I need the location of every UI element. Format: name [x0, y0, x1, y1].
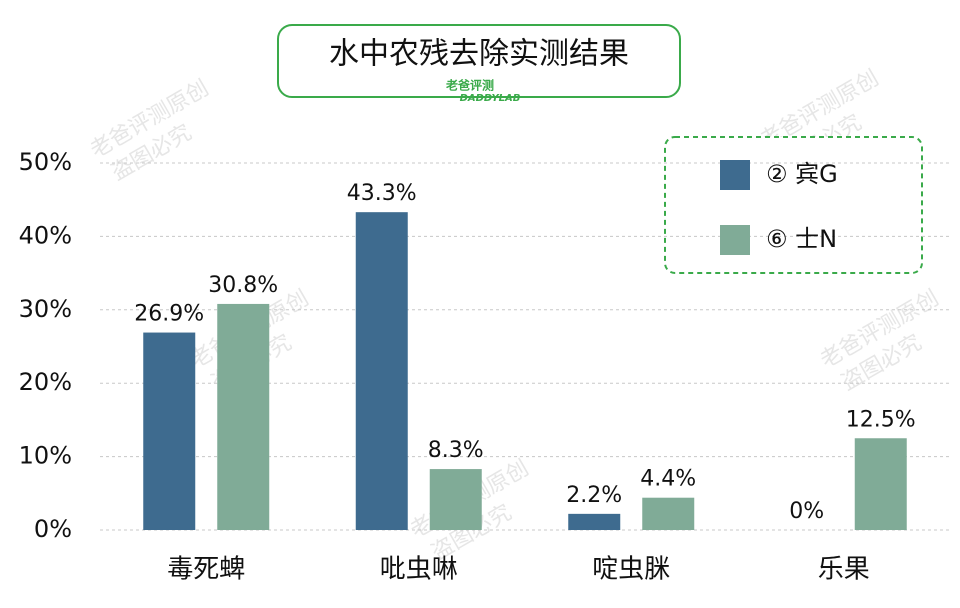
bar	[143, 332, 196, 530]
legend-swatch	[720, 225, 750, 255]
value-label: 0%	[789, 499, 824, 524]
bar	[854, 438, 907, 530]
logo-text: 老爸评测	[446, 78, 494, 93]
bar	[642, 497, 695, 530]
bar	[568, 513, 621, 530]
bar	[217, 303, 270, 530]
y-tick-label: 10%	[19, 442, 72, 470]
value-label: 26.9%	[134, 302, 204, 327]
y-tick-label: 30%	[19, 295, 72, 323]
x-tick-label: 乐果	[818, 555, 870, 585]
x-tick-label: 啶虫脒	[592, 555, 670, 585]
y-tick-label: 0%	[34, 515, 72, 543]
value-label: 2.2%	[566, 483, 622, 508]
title-box	[277, 24, 681, 98]
y-tick-label: 40%	[19, 221, 72, 249]
value-label: 4.4%	[640, 467, 696, 492]
legend-label: ② 宾G	[766, 160, 838, 188]
value-label: 12.5%	[846, 407, 916, 432]
y-tick-label: 50%	[19, 148, 72, 176]
x-tick-label: 吡虫啉	[380, 555, 458, 585]
x-tick-label: 毒死蜱	[167, 555, 245, 585]
value-label: 43.3%	[347, 181, 417, 206]
legend-label: ⑥ 士N	[766, 225, 837, 253]
bar	[429, 469, 482, 530]
y-tick-label: 20%	[19, 368, 72, 396]
value-label: 30.8%	[208, 273, 278, 298]
bar	[355, 212, 408, 531]
legend-swatch	[720, 160, 750, 190]
logo-subtext: DADDYLAB	[460, 93, 521, 104]
value-label: 8.3%	[428, 438, 484, 463]
chart-title: 水中农残去除实测结果	[329, 37, 629, 72]
